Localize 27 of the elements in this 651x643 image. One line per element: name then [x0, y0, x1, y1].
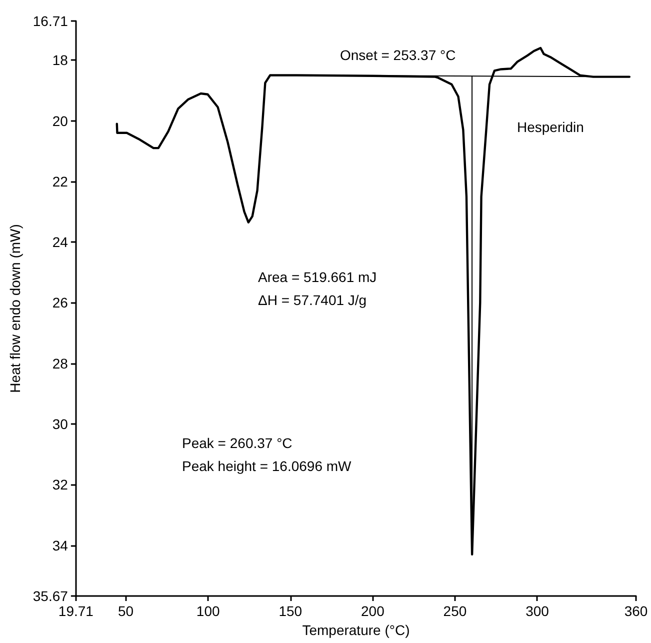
x-tick-label: 300 [526, 603, 550, 619]
x-tick-label: 50 [118, 603, 134, 619]
x-tick-label: 150 [278, 603, 302, 619]
y-tick-label: 28 [52, 355, 68, 372]
y-tick-label: 22 [52, 173, 68, 190]
y-tick-label: 20 [52, 112, 68, 129]
x-tick-label: 19.71 [58, 603, 94, 619]
y-tick-label: 26 [52, 294, 68, 311]
x-tick-label: 250 [443, 603, 467, 619]
x-tick-label: 200 [360, 603, 385, 619]
annotation: Onset = 253.37 °C [340, 47, 456, 63]
annotation: Hesperidin [517, 119, 584, 135]
y-tick-label: 16.71 [32, 13, 68, 29]
y-tick-label: 18 [52, 52, 68, 68]
annotation: ΔH = 57.7401 J/g [258, 292, 367, 308]
y-tick-label: 32 [52, 476, 68, 493]
y-tick-label: 35.67 [32, 588, 68, 604]
y-axis-title: Heat flow endo down (mW) [7, 224, 23, 393]
y-tick-label: 30 [52, 416, 68, 432]
annotation: Peak = 260.37 °C [182, 435, 292, 451]
x-tick-label: 100 [196, 603, 220, 619]
y-tick-label: 24 [52, 234, 68, 250]
y-tick-label: 34 [52, 537, 68, 554]
annotation: Area = 519.661 mJ [258, 269, 377, 285]
annotation: Peak height = 16.0696 mW [182, 458, 352, 474]
x-tick-label: 360 [624, 603, 648, 619]
x-axis-title: Temperature (°C) [302, 622, 410, 638]
